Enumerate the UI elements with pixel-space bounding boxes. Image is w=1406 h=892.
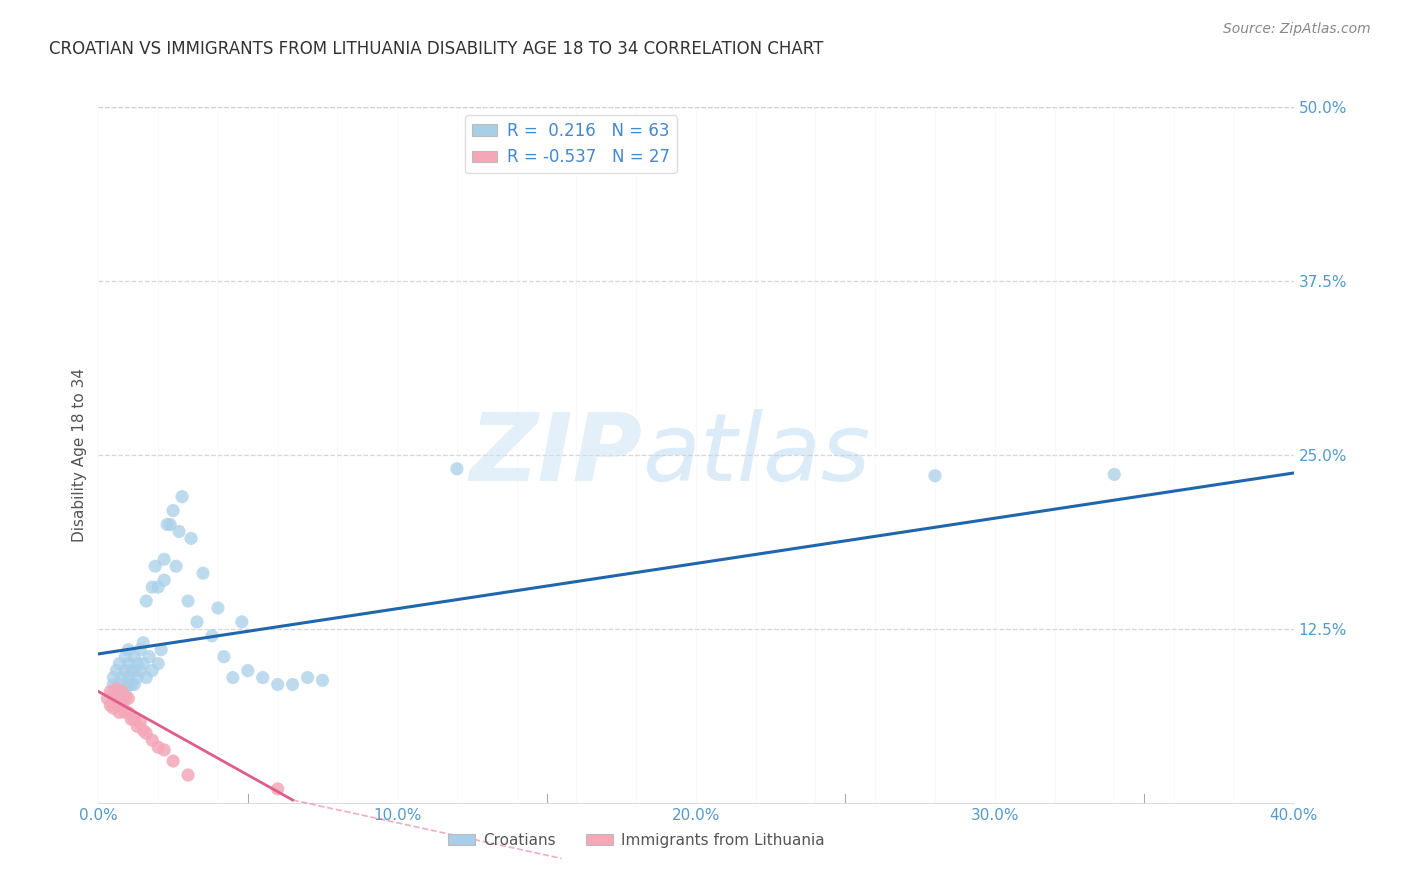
Point (177, 594, 200, 608)
Point (162, 754, 184, 768)
Point (135, 726, 157, 740)
Text: ZIP: ZIP (470, 409, 643, 501)
Point (105, 696, 128, 710)
Point (127, 671, 149, 685)
Point (105, 664, 128, 678)
Point (297, 671, 319, 685)
Point (141, 733, 163, 747)
Point (143, 559, 166, 574)
Point (159, 517, 181, 532)
Text: atlas: atlas (643, 409, 870, 500)
Point (138, 649, 160, 664)
Point (103, 671, 125, 685)
Point (120, 712, 142, 726)
Point (98, 698, 122, 713)
Point (114, 664, 136, 678)
Point (132, 723, 155, 738)
Point (153, 552, 176, 566)
Point (267, 677, 290, 691)
Point (114, 706, 136, 720)
Point (141, 664, 163, 678)
Point (165, 559, 187, 574)
Point (153, 573, 176, 587)
Point (148, 740, 170, 755)
Point (153, 743, 176, 757)
Point (191, 566, 214, 581)
Y-axis label: Disability Age 18 to 34: Disability Age 18 to 34 (72, 368, 87, 542)
Legend: Croatians, Immigrants from Lithuania: Croatians, Immigrants from Lithuania (441, 827, 831, 855)
Point (114, 649, 136, 664)
Point (105, 681, 128, 696)
Point (167, 524, 190, 539)
Point (172, 490, 194, 504)
Point (111, 698, 134, 713)
Point (148, 580, 170, 594)
Point (127, 719, 149, 733)
Point (114, 684, 136, 698)
Point (135, 671, 157, 685)
Point (117, 671, 139, 685)
Point (135, 594, 157, 608)
Point (231, 615, 253, 629)
Point (114, 691, 136, 706)
Point (117, 657, 139, 671)
Point (108, 657, 131, 671)
Point (156, 517, 179, 532)
Point (124, 649, 146, 664)
Point (96, 691, 118, 706)
Text: Source: ZipAtlas.com: Source: ZipAtlas.com (1223, 22, 1371, 37)
Point (252, 671, 274, 685)
Point (132, 636, 155, 650)
Point (127, 657, 149, 671)
Point (212, 649, 235, 664)
Point (98, 684, 122, 698)
Point (1104, 467, 1126, 482)
Point (117, 642, 139, 657)
Point (162, 503, 184, 517)
Point (103, 701, 125, 715)
Point (108, 706, 131, 720)
Point (222, 671, 245, 685)
Point (207, 601, 229, 615)
Point (129, 642, 152, 657)
Text: CROATIAN VS IMMIGRANTS FROM LITHUANIA DISABILITY AGE 18 TO 34 CORRELATION CHART: CROATIAN VS IMMIGRANTS FROM LITHUANIA DI… (49, 40, 824, 58)
Point (124, 712, 146, 726)
Point (111, 671, 134, 685)
Point (129, 664, 152, 678)
Point (108, 677, 131, 691)
Point (117, 691, 139, 706)
Point (150, 642, 173, 657)
Point (141, 580, 163, 594)
Point (120, 677, 142, 691)
Point (186, 615, 208, 629)
Point (129, 715, 152, 730)
Point (148, 657, 170, 671)
Point (201, 629, 224, 643)
Point (236, 664, 259, 678)
Point (105, 684, 128, 698)
Point (311, 673, 333, 688)
Point (117, 677, 139, 691)
Point (180, 532, 202, 546)
Point (281, 677, 304, 691)
Point (446, 462, 468, 476)
Point (103, 691, 125, 706)
Point (267, 781, 290, 796)
Point (103, 677, 125, 691)
Point (124, 664, 146, 678)
Point (177, 768, 200, 782)
Point (132, 657, 155, 671)
Point (108, 691, 131, 706)
Point (117, 706, 139, 720)
Point (124, 677, 146, 691)
Point (103, 687, 125, 701)
Point (111, 684, 134, 698)
Point (120, 664, 142, 678)
Point (924, 468, 946, 483)
Point (111, 691, 134, 706)
Point (108, 698, 131, 713)
